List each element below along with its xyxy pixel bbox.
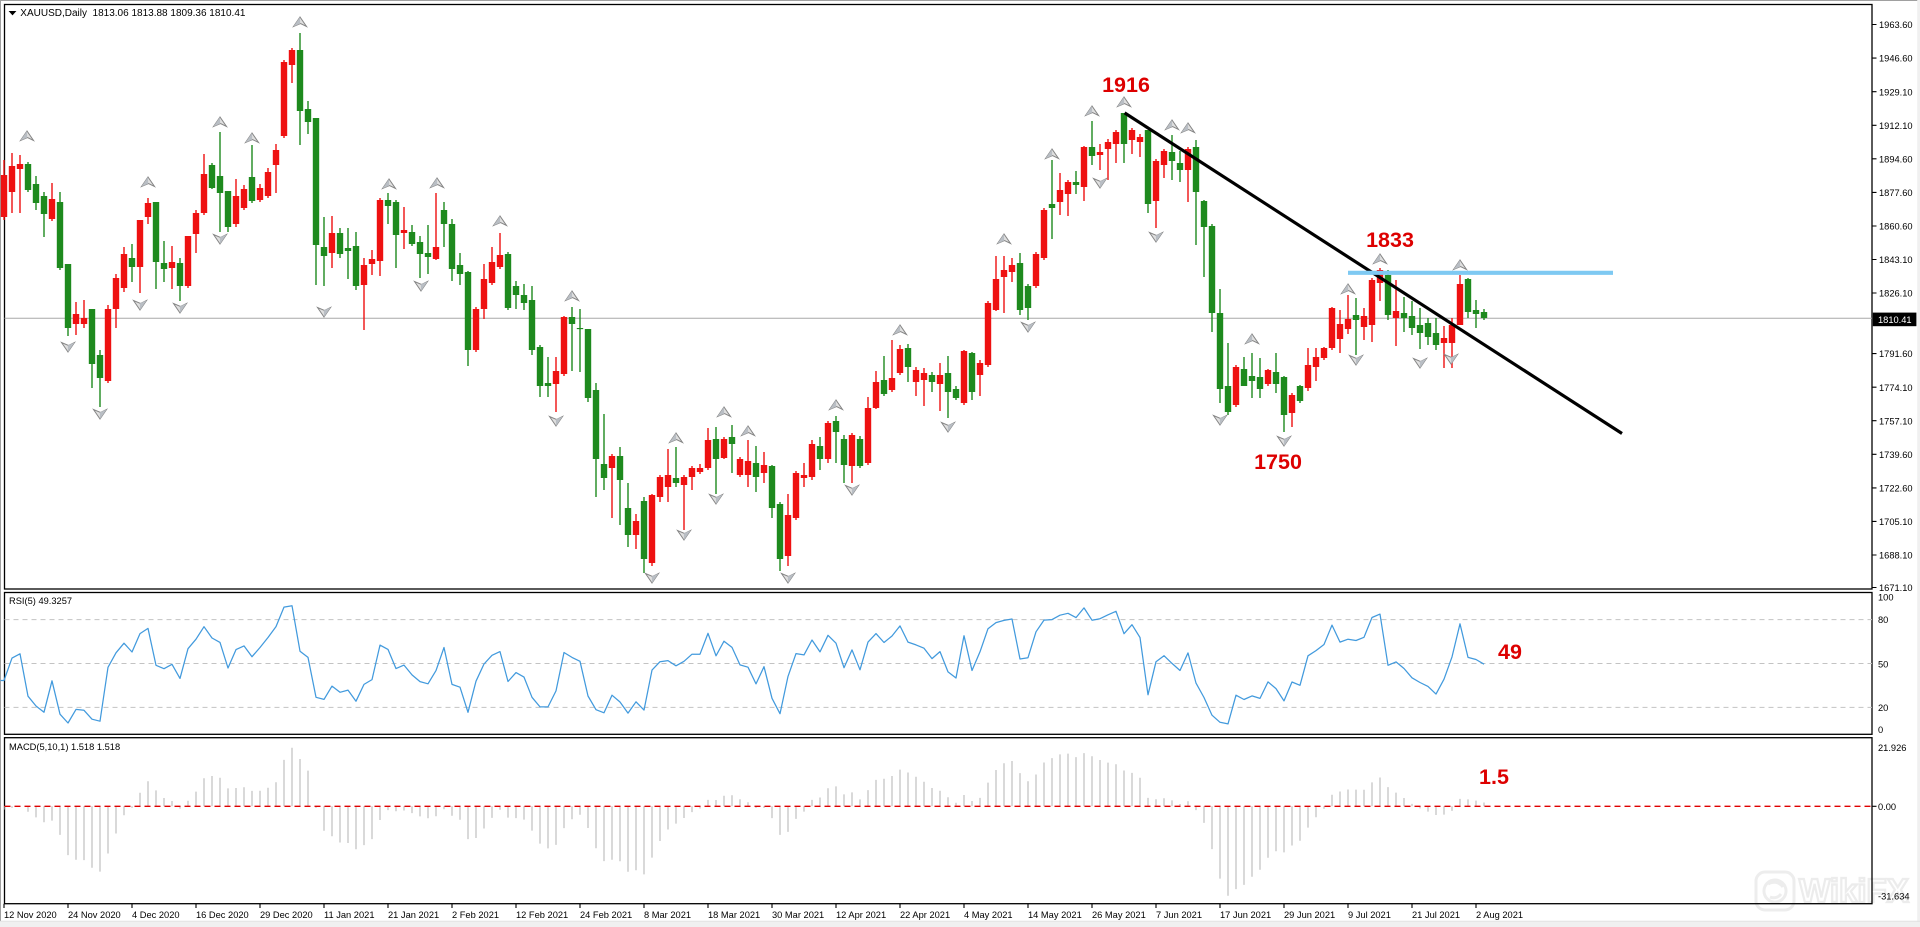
svg-text:2 Feb 2021: 2 Feb 2021: [452, 910, 499, 920]
svg-text:1688.10: 1688.10: [1879, 551, 1913, 561]
svg-text:12 Nov 2020: 12 Nov 2020: [4, 910, 57, 920]
svg-text:1739.60: 1739.60: [1879, 450, 1913, 460]
svg-text:1791.60: 1791.60: [1879, 349, 1913, 359]
svg-text:MACD(5,10,1) 1.518 1.518: MACD(5,10,1) 1.518 1.518: [9, 742, 120, 752]
svg-text:1912.10: 1912.10: [1879, 121, 1913, 131]
svg-text:16 Dec 2020: 16 Dec 2020: [196, 910, 249, 920]
svg-text:0.00: 0.00: [1878, 802, 1896, 812]
svg-text:1705.10: 1705.10: [1879, 517, 1913, 527]
svg-text:30 Mar 2021: 30 Mar 2021: [772, 910, 824, 920]
svg-text:4 Dec 2020: 4 Dec 2020: [132, 910, 180, 920]
svg-text:4 May 2021: 4 May 2021: [964, 910, 1013, 920]
svg-text:1860.60: 1860.60: [1879, 222, 1913, 232]
svg-text:1894.60: 1894.60: [1879, 154, 1913, 164]
svg-text:22 Apr 2021: 22 Apr 2021: [900, 910, 950, 920]
svg-text:RSI(5) 49.3257: RSI(5) 49.3257: [9, 596, 72, 606]
svg-text:9 Jul 2021: 9 Jul 2021: [1348, 910, 1391, 920]
svg-text:1750: 1750: [1254, 450, 1302, 474]
svg-text:29 Dec 2020: 29 Dec 2020: [260, 910, 313, 920]
svg-text:21 Jan 2021: 21 Jan 2021: [388, 910, 439, 920]
svg-text:XAUUSD,Daily 1813.06 1813.88: XAUUSD,Daily 1813.06 1813.88 1809.36 181…: [20, 8, 246, 19]
svg-text:21 Jul 2021: 21 Jul 2021: [1412, 910, 1460, 920]
svg-text:18 Mar 2021: 18 Mar 2021: [708, 910, 760, 920]
svg-text:24 Nov 2020: 24 Nov 2020: [68, 910, 121, 920]
svg-text:1877.60: 1877.60: [1879, 188, 1913, 198]
svg-text:26 May 2021: 26 May 2021: [1092, 910, 1146, 920]
svg-text:-31.634: -31.634: [1878, 891, 1910, 901]
svg-text:1929.10: 1929.10: [1879, 87, 1913, 97]
svg-text:2 Aug 2021: 2 Aug 2021: [1476, 910, 1523, 920]
svg-text:100: 100: [1878, 592, 1894, 602]
svg-text:11 Jan 2021: 11 Jan 2021: [324, 910, 375, 920]
svg-text:49: 49: [1498, 640, 1522, 664]
svg-text:1916: 1916: [1102, 73, 1150, 97]
svg-text:1774.10: 1774.10: [1879, 383, 1913, 393]
svg-text:1722.60: 1722.60: [1879, 484, 1913, 494]
svg-text:1.5: 1.5: [1479, 765, 1509, 789]
svg-text:1843.10: 1843.10: [1879, 255, 1913, 265]
svg-text:8 Mar 2021: 8 Mar 2021: [644, 910, 691, 920]
svg-text:12 Feb 2021: 12 Feb 2021: [516, 910, 568, 920]
svg-text:24 Feb 2021: 24 Feb 2021: [580, 910, 632, 920]
svg-text:1946.60: 1946.60: [1879, 54, 1913, 64]
svg-text:1833: 1833: [1366, 228, 1414, 252]
svg-text:0: 0: [1878, 725, 1883, 735]
svg-text:12 Apr 2021: 12 Apr 2021: [836, 910, 886, 920]
svg-text:1963.60: 1963.60: [1879, 20, 1913, 30]
svg-text:1757.10: 1757.10: [1879, 416, 1913, 426]
svg-text:50: 50: [1878, 660, 1888, 670]
svg-text:7 Jun 2021: 7 Jun 2021: [1156, 910, 1202, 920]
svg-text:20: 20: [1878, 703, 1888, 713]
svg-text:1810.41: 1810.41: [1878, 315, 1912, 325]
svg-text:1671.10: 1671.10: [1879, 583, 1913, 593]
svg-text:1826.10: 1826.10: [1879, 289, 1913, 299]
svg-text:21.926: 21.926: [1878, 743, 1906, 753]
svg-text:14 May 2021: 14 May 2021: [1028, 910, 1082, 920]
svg-text:29 Jun 2021: 29 Jun 2021: [1284, 910, 1335, 920]
svg-text:17 Jun 2021: 17 Jun 2021: [1220, 910, 1271, 920]
svg-text:80: 80: [1878, 615, 1888, 625]
